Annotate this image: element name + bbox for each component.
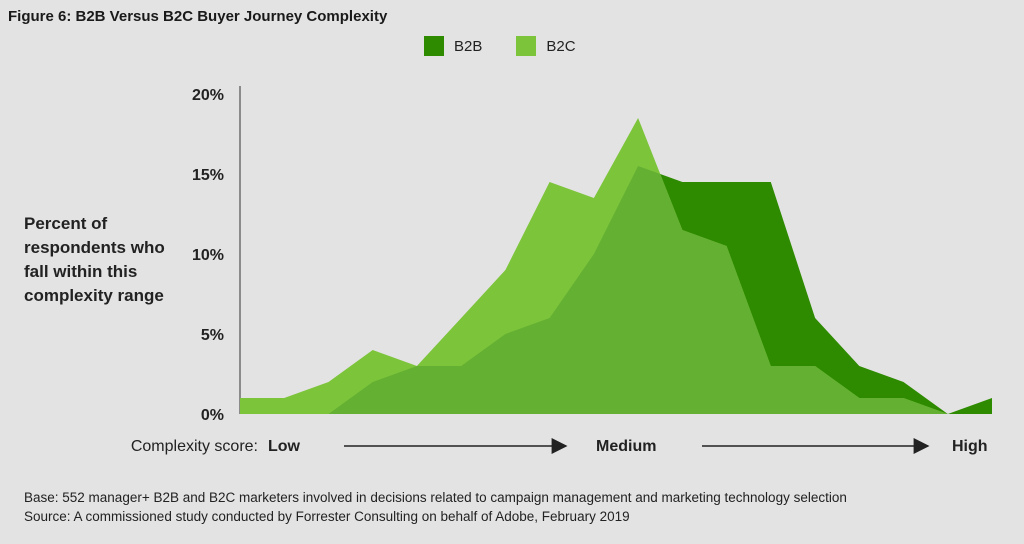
footer-base: Base: 552 manager+ B2B and B2C marketers… bbox=[24, 490, 847, 505]
legend-item-b2b: B2B bbox=[424, 36, 482, 56]
footer-source: Source: A commissioned study conducted b… bbox=[24, 509, 630, 524]
legend-label-b2c: B2C bbox=[546, 37, 576, 55]
y-axis-ticks: 0% 5% 10% 15% 20% bbox=[192, 87, 224, 424]
y-axis-label: Percent of respondents who fall within t… bbox=[24, 214, 165, 305]
x-label-high: High bbox=[952, 438, 988, 455]
legend: B2B B2C bbox=[424, 36, 576, 56]
y-tick-label: 20% bbox=[192, 87, 224, 104]
x-label-low: Low bbox=[268, 438, 301, 455]
legend-swatch-b2c bbox=[516, 36, 537, 56]
legend-swatch-b2b bbox=[424, 36, 444, 56]
y-tick-label: 15% bbox=[192, 167, 224, 184]
x-axis-caption: Complexity score: bbox=[131, 438, 258, 455]
y-tick-label: 5% bbox=[201, 327, 224, 344]
footer-notes: Base: 552 manager+ B2B and B2C marketers… bbox=[24, 488, 847, 526]
legend-label-b2b: B2B bbox=[454, 37, 483, 55]
x-label-medium: Medium bbox=[596, 438, 656, 455]
y-tick-label: 10% bbox=[192, 247, 224, 264]
y-tick-label: 0% bbox=[201, 407, 224, 424]
chart-title: Figure 6: B2B Versus B2C Buyer Journey C… bbox=[8, 8, 388, 25]
legend-item-b2c: B2C bbox=[516, 36, 576, 56]
